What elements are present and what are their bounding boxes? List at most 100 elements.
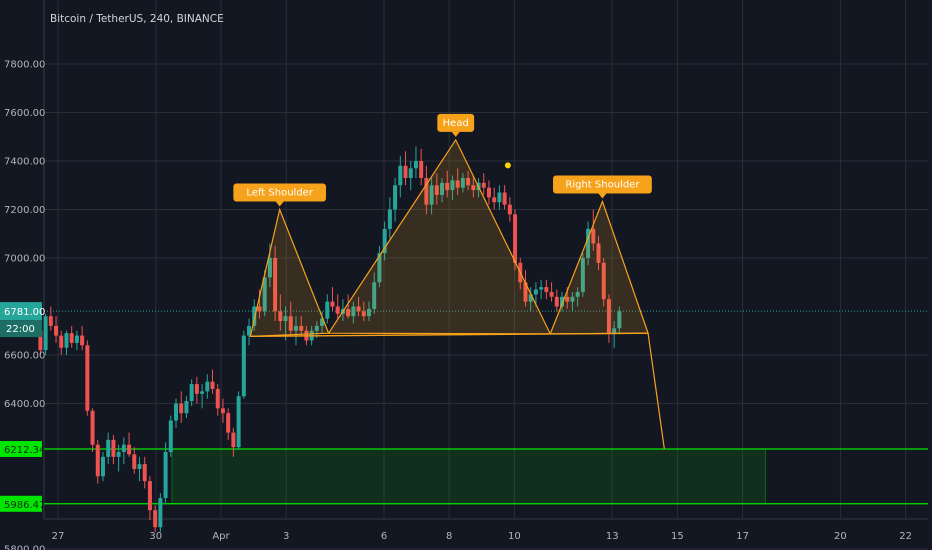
candle[interactable] [116, 444, 121, 472]
candle[interactable] [80, 325, 85, 351]
candle[interactable] [153, 505, 158, 533]
candle[interactable] [398, 156, 403, 198]
candle[interactable] [377, 245, 382, 288]
candle[interactable] [262, 270, 267, 317]
candle[interactable] [575, 287, 580, 307]
candle[interactable] [523, 270, 528, 307]
candle[interactable] [43, 313, 48, 355]
candle[interactable] [559, 291, 564, 312]
candle[interactable] [69, 325, 74, 348]
candle[interactable] [142, 456, 147, 489]
candle[interactable] [413, 146, 418, 178]
candle[interactable] [85, 340, 90, 416]
candle[interactable] [330, 287, 335, 312]
candle[interactable] [372, 272, 377, 314]
candle[interactable] [335, 294, 340, 319]
candle[interactable] [601, 258, 606, 307]
candle[interactable] [179, 391, 184, 423]
candle[interactable] [121, 437, 126, 465]
candle[interactable] [580, 253, 585, 297]
candle[interactable] [445, 170, 450, 198]
candle[interactable] [147, 476, 152, 520]
candle[interactable] [293, 316, 298, 346]
candle[interactable] [387, 197, 392, 239]
candle[interactable] [205, 374, 210, 399]
candle[interactable] [127, 432, 132, 457]
candle[interactable] [194, 376, 199, 404]
candle[interactable] [507, 197, 512, 222]
candle[interactable] [111, 435, 116, 465]
candle[interactable] [361, 301, 366, 322]
candle[interactable] [90, 408, 95, 452]
candle[interactable] [215, 384, 220, 416]
candle[interactable] [466, 170, 471, 191]
candle[interactable] [419, 148, 424, 186]
candle[interactable] [168, 415, 173, 457]
candle[interactable] [241, 330, 246, 399]
candle[interactable] [210, 369, 215, 394]
candle[interactable] [299, 316, 304, 336]
candle[interactable] [612, 321, 617, 348]
candle[interactable] [220, 398, 225, 423]
candle[interactable] [429, 177, 434, 215]
candle[interactable] [189, 379, 194, 406]
candle[interactable] [351, 301, 356, 324]
candle[interactable] [200, 384, 205, 409]
candle[interactable] [382, 221, 387, 261]
candle[interactable] [492, 187, 497, 210]
candle[interactable] [539, 279, 544, 300]
candle[interactable] [617, 306, 622, 334]
candles[interactable] [33, 146, 622, 533]
candle[interactable] [163, 442, 168, 503]
candle[interactable] [471, 175, 476, 198]
candle[interactable] [486, 180, 491, 205]
candle[interactable] [586, 221, 591, 266]
candle[interactable] [320, 311, 325, 334]
candle[interactable] [64, 330, 69, 355]
candle[interactable] [596, 236, 601, 271]
candle[interactable] [158, 493, 163, 533]
candle[interactable] [424, 165, 429, 215]
candle[interactable] [455, 168, 460, 195]
candle[interactable] [513, 209, 518, 271]
candle[interactable] [450, 175, 455, 200]
candle[interactable] [132, 447, 137, 474]
candle[interactable] [403, 151, 408, 186]
candle[interactable] [106, 432, 111, 465]
candle[interactable] [278, 294, 283, 331]
candle[interactable] [591, 209, 596, 251]
candle[interactable] [247, 318, 252, 346]
candle[interactable] [100, 452, 105, 482]
candle[interactable] [570, 291, 575, 312]
price-axis[interactable]: 7800.00 7600.00 7400.00 7200.00 7000.00 6600.… [0, 60, 45, 550]
candle[interactable] [184, 396, 189, 419]
candle[interactable] [549, 282, 554, 302]
candle[interactable] [481, 173, 486, 195]
candle[interactable] [226, 408, 231, 440]
candle[interactable] [434, 173, 439, 205]
time-axis[interactable]: 27 30 Apr 3 6 8 10 13 15 17 20 22 [52, 531, 912, 542]
candle[interactable] [231, 427, 236, 457]
candle[interactable] [356, 296, 361, 317]
candle[interactable] [544, 279, 549, 300]
candle[interactable] [273, 245, 278, 322]
candle[interactable] [393, 177, 398, 222]
candle[interactable] [460, 173, 465, 193]
candle[interactable] [48, 306, 53, 331]
candle[interactable] [528, 287, 533, 312]
candle[interactable] [533, 282, 538, 307]
candle[interactable] [325, 294, 330, 324]
candle[interactable] [95, 439, 100, 484]
candle[interactable] [252, 299, 257, 331]
candle[interactable] [59, 330, 64, 355]
candle[interactable] [440, 177, 445, 203]
candle[interactable] [74, 330, 79, 351]
candle[interactable] [497, 185, 502, 210]
candle[interactable] [606, 294, 611, 343]
candle[interactable] [54, 316, 59, 343]
candle[interactable] [346, 294, 351, 319]
candle[interactable] [174, 398, 179, 428]
candle[interactable] [408, 161, 413, 191]
candle[interactable] [137, 456, 142, 482]
